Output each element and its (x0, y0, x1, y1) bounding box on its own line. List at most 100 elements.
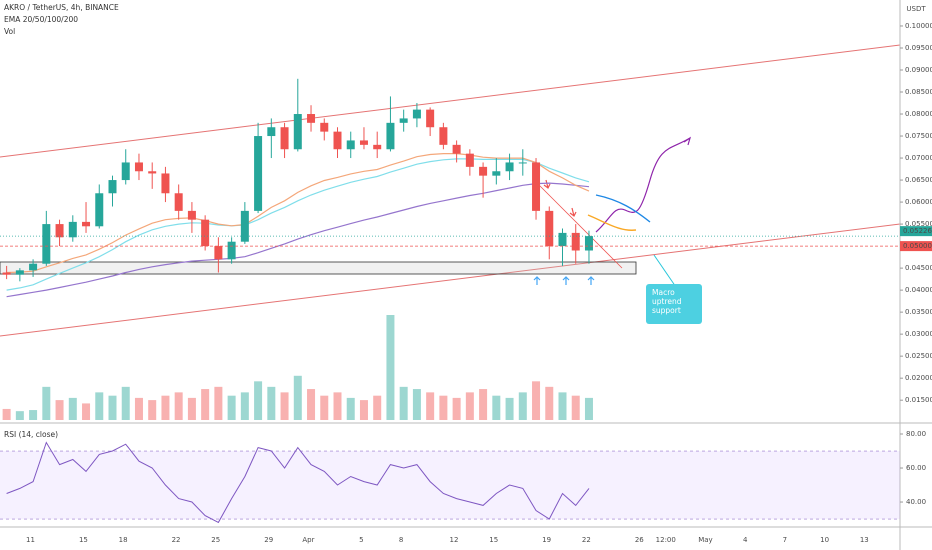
candle-body (412, 109, 421, 119)
last-price-label: 0.052265 (903, 227, 932, 235)
x-tick-label: 13 (860, 536, 869, 544)
down-arrows (543, 179, 577, 217)
volume-bar (148, 400, 157, 420)
volume-bar (55, 400, 64, 420)
volume-bar (439, 395, 448, 420)
volume-bar (532, 381, 541, 420)
symbol: AKRO / TetherUS, 4h, BINANCE (4, 3, 119, 12)
x-tick-label: 15 (79, 536, 88, 544)
ema-line (6, 153, 590, 274)
rsi-title: RSI (14, close) (4, 430, 58, 439)
volume-bar (214, 386, 223, 420)
volume-bar (518, 392, 527, 420)
volume-bar (386, 315, 395, 420)
rsi-tick-label: 40.00 (906, 498, 926, 506)
volume-bar (373, 395, 382, 420)
volume-bar (571, 395, 580, 420)
callout-text: uptrend (652, 297, 682, 306)
callout-box (646, 284, 702, 324)
volume-bar (492, 395, 501, 420)
volume-bar (121, 386, 130, 420)
volume-bar (42, 386, 51, 420)
callout-text: support (652, 306, 681, 315)
projection (595, 137, 691, 233)
candle-body (187, 210, 196, 220)
candle-body (134, 162, 143, 172)
volume-bar (82, 403, 91, 420)
volume-bar (320, 395, 329, 420)
volume-bar (280, 392, 289, 420)
candle-body (293, 114, 302, 150)
candle-body (227, 241, 236, 260)
volume-bar (161, 395, 170, 420)
alert-tag (900, 241, 932, 252)
x-tick-label: 11 (26, 536, 35, 544)
candle-body (174, 193, 183, 211)
volume-bar (426, 392, 435, 420)
candle-body (280, 127, 289, 150)
x-tick-label: 26 (635, 536, 644, 544)
rsi-tick-label: 60.00 (906, 464, 926, 472)
candle-body (479, 166, 488, 176)
volume-bar (174, 392, 183, 420)
candle-body (439, 127, 448, 145)
candle-body (42, 224, 51, 264)
volume-bar (95, 392, 104, 420)
volume-bar (267, 386, 276, 420)
volume-bar (68, 397, 77, 420)
candle-body (386, 122, 395, 150)
volume-bar (333, 392, 342, 420)
volume-bar (15, 411, 24, 420)
volume-bar (545, 386, 554, 420)
support-box (0, 261, 637, 275)
callout-text: Macro (652, 288, 675, 297)
volume-bar (359, 400, 368, 420)
candle-body (505, 162, 514, 172)
volume-bar (187, 397, 196, 420)
candle-body (333, 131, 342, 150)
projection-blue (595, 194, 651, 223)
indicator: Vol (4, 27, 15, 36)
candle-body (492, 171, 501, 176)
candle-body (373, 144, 382, 150)
x-tick-label: 18 (119, 536, 128, 544)
y-tick-label: 0.100000 (905, 22, 932, 30)
candle-body (452, 144, 461, 154)
volume-bar (412, 389, 421, 420)
candle-body (584, 236, 593, 251)
x-tick-label: 22 (172, 536, 181, 544)
candle-body (558, 232, 567, 247)
candle-body (307, 114, 316, 123)
volume-bar (399, 386, 408, 420)
up-arrows (533, 276, 595, 285)
x-tick-label: 8 (399, 536, 403, 544)
x-tick-label: 25 (211, 536, 220, 544)
candle-body (121, 162, 130, 181)
x-tick-label: 29 (264, 536, 273, 544)
x-tick-label: 12 (450, 536, 459, 544)
candle-body (214, 246, 223, 260)
x-tick-label: 12:00 (656, 536, 676, 544)
rsi-line (6, 441, 590, 524)
candle-body (55, 224, 64, 238)
ema-line (6, 182, 590, 298)
candle-body (240, 210, 249, 242)
candle-body (95, 193, 104, 227)
x-tick-label: May (698, 536, 712, 544)
drawings: Macro uptrend support (0, 44, 901, 337)
volume-bar (558, 392, 567, 420)
projection-arrow (683, 136, 692, 146)
x-tick-label: 22 (582, 536, 591, 544)
candle-body (108, 180, 117, 194)
x-tick-label: 7 (783, 536, 787, 544)
